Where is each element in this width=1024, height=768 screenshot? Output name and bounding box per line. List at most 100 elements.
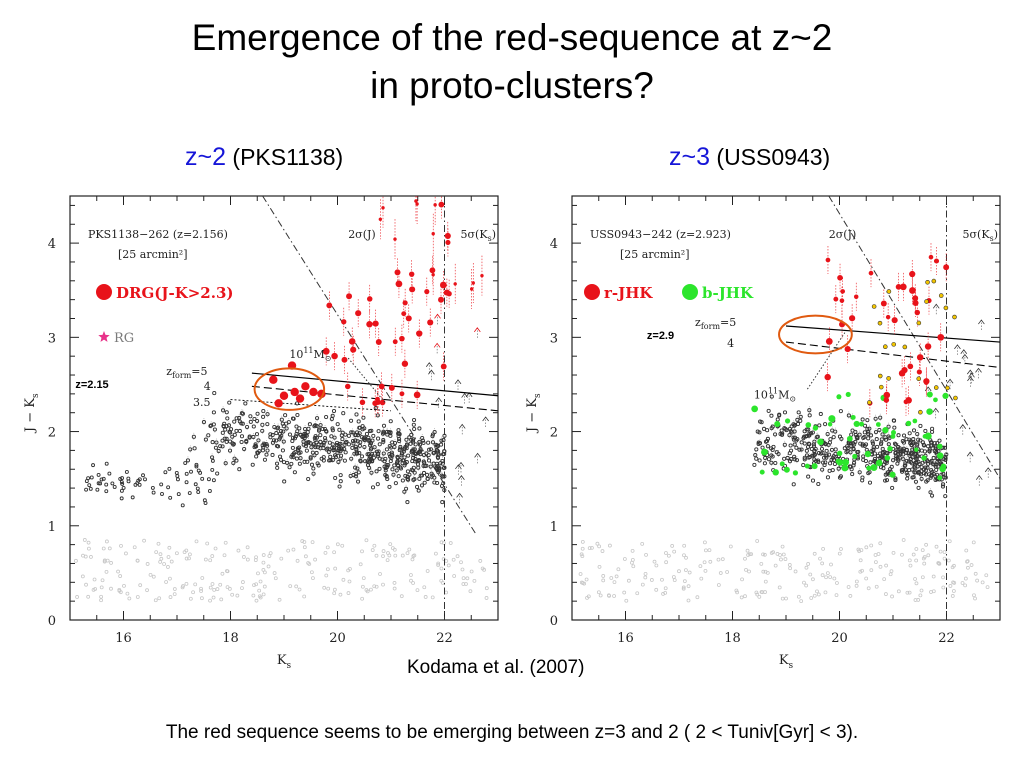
field-galaxy (397, 439, 402, 444)
field-galaxy (779, 428, 784, 433)
field-galaxy (234, 458, 239, 463)
field-galaxy (119, 488, 124, 493)
field-galaxy (787, 433, 792, 438)
faint-galaxy (854, 579, 859, 584)
faint-galaxy (158, 560, 163, 564)
field-galaxy (870, 441, 876, 446)
faint-galaxy (484, 596, 489, 600)
drg-galaxy (401, 311, 407, 317)
drg-galaxy (395, 280, 403, 288)
field-galaxy (124, 469, 129, 474)
faint-galaxy (920, 548, 925, 553)
field-galaxy (409, 448, 415, 453)
x-tick-label: 18 (724, 631, 741, 646)
field-galaxy (349, 430, 354, 435)
sigma-j-limit-line (262, 196, 478, 536)
drg-galaxy (393, 237, 397, 241)
faint-galaxy (200, 576, 205, 580)
faint-galaxy (415, 588, 420, 593)
faint-galaxy (839, 547, 843, 551)
field-galaxy (888, 467, 893, 472)
drg-galaxy (453, 282, 457, 286)
b-jhk-galaxy (805, 422, 812, 428)
field-galaxy (398, 465, 403, 470)
faint-galaxy (381, 554, 385, 559)
faint-galaxy (468, 589, 473, 594)
faint-galaxy (873, 560, 878, 565)
faint-galaxy (964, 548, 969, 553)
field-galaxy (437, 466, 442, 471)
field-galaxy (919, 476, 924, 481)
faint-galaxy (300, 539, 305, 543)
field-galaxy (374, 469, 379, 474)
faint-galaxy (951, 589, 956, 593)
faint-galaxy (151, 574, 156, 579)
field-galaxy (237, 467, 242, 472)
b-jhk-galaxy (827, 421, 833, 427)
faint-galaxy (411, 581, 415, 585)
faint-galaxy (763, 579, 768, 584)
faint-galaxy (725, 570, 730, 574)
b-jhk-galaxy (933, 397, 938, 403)
field-galaxy (769, 460, 774, 465)
sigma-ks-label: 5σ(Ks) (963, 228, 998, 243)
field-galaxy (286, 420, 291, 425)
y-tick-label: 4 (48, 237, 56, 252)
field-galaxy (243, 401, 248, 406)
zform-35-label: 3.5 (193, 396, 211, 409)
faint-galaxy (241, 580, 245, 584)
faint-galaxy (755, 539, 760, 543)
field-galaxy (845, 449, 850, 454)
field-galaxy (184, 471, 189, 476)
field-galaxy (393, 481, 398, 486)
field-galaxy (905, 472, 910, 478)
faint-galaxy (109, 586, 113, 591)
faint-galaxy (823, 590, 828, 595)
faint-galaxy (686, 584, 691, 589)
faint-galaxy (681, 586, 686, 591)
field-galaxy (211, 410, 216, 415)
mass-pointer (347, 357, 387, 404)
r-jhk-galaxy (825, 257, 831, 263)
field-galaxy (909, 450, 914, 455)
field-galaxy (410, 468, 416, 473)
yellow-galaxy (931, 278, 937, 284)
field-galaxy (191, 434, 196, 439)
field-galaxy (416, 488, 421, 493)
faint-galaxy (975, 578, 980, 583)
faint-galaxy (718, 571, 723, 575)
title-line-2: in proto-clusters? (370, 65, 654, 106)
drg-galaxy (443, 289, 450, 296)
b-jhk-galaxy (836, 394, 842, 400)
field-galaxy (276, 425, 281, 430)
field-galaxy (366, 435, 371, 440)
field-galaxy (368, 447, 373, 452)
field-galaxy (822, 462, 827, 468)
faint-galaxy (372, 584, 377, 589)
field-galaxy (418, 473, 423, 478)
field-galaxy (374, 449, 379, 454)
field-galaxy (151, 490, 156, 495)
field-galaxy (757, 441, 763, 446)
field-galaxy (754, 456, 759, 461)
field-galaxy (918, 438, 923, 443)
field-galaxy (409, 437, 414, 442)
b-jhk-galaxy (751, 405, 759, 413)
faint-galaxy (609, 576, 614, 580)
b-jhk-galaxy (859, 421, 864, 427)
field-galaxy (942, 475, 947, 480)
b-jhk-galaxy (850, 414, 856, 420)
field-galaxy (317, 427, 322, 432)
field-galaxy (137, 482, 142, 487)
field-galaxy (185, 458, 191, 463)
field-galaxy (766, 408, 771, 413)
r-jhk-galaxy (916, 354, 924, 361)
faint-galaxy (313, 557, 318, 562)
faint-galaxy (703, 568, 708, 573)
faint-galaxy (825, 571, 830, 576)
upper-limit (456, 492, 463, 498)
field-galaxy (342, 447, 347, 452)
faint-galaxy (439, 578, 444, 583)
field-galaxy (769, 453, 774, 458)
field-galaxy (376, 449, 381, 454)
